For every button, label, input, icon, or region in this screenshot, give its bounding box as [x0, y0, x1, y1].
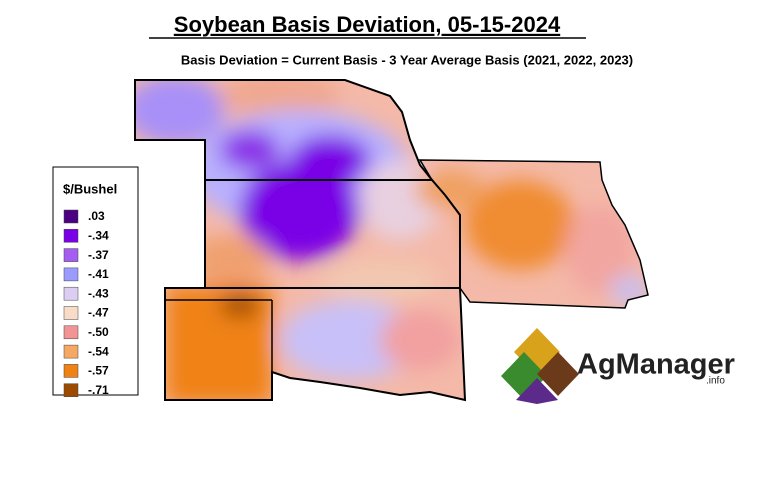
legend-label: .03 [88, 209, 105, 223]
legend-label: -.41 [88, 267, 109, 281]
legend-items: .03 -.34 -.37 -.41 -.43 -.47 -.50 -.54 -.57 -.71 [63, 209, 109, 397]
map-title: Soybean Basis Deviation, 05-15-2024 [174, 12, 561, 37]
legend-swatch [63, 209, 79, 224]
legend-swatch [63, 344, 79, 359]
legend-swatch [63, 286, 79, 301]
legend-label: -.47 [88, 306, 109, 320]
legend: $/Bushel .03 -.34 -.37 -.41 -.43 -.47 -.50 -.54… [52, 166, 139, 397]
state-borders [134, 79, 649, 402]
legend-swatch [63, 248, 79, 262]
legend-label: -.34 [88, 228, 109, 242]
legend-title: $/Bushel [63, 181, 117, 196]
map-subtitle: Basis Deviation = Current Basis - 3 Year… [181, 52, 633, 67]
legend-label: -.43 [88, 286, 109, 300]
legend-swatch [63, 267, 79, 282]
logo: AgManager .info [501, 328, 735, 404]
legend-swatch [63, 383, 79, 397]
logo-name: AgManager [577, 349, 735, 381]
legend-swatch [63, 364, 79, 378]
legend-swatch [63, 325, 79, 340]
legend-label: -.57 [88, 364, 109, 378]
legend-label: -.54 [88, 344, 109, 358]
legend-label: -.37 [88, 248, 109, 262]
legend-label: -.50 [88, 325, 109, 339]
legend-swatch [63, 306, 79, 320]
legend-label: -.71 [88, 383, 109, 397]
legend-swatch [63, 229, 79, 243]
logo-suffix: .info [706, 376, 725, 387]
